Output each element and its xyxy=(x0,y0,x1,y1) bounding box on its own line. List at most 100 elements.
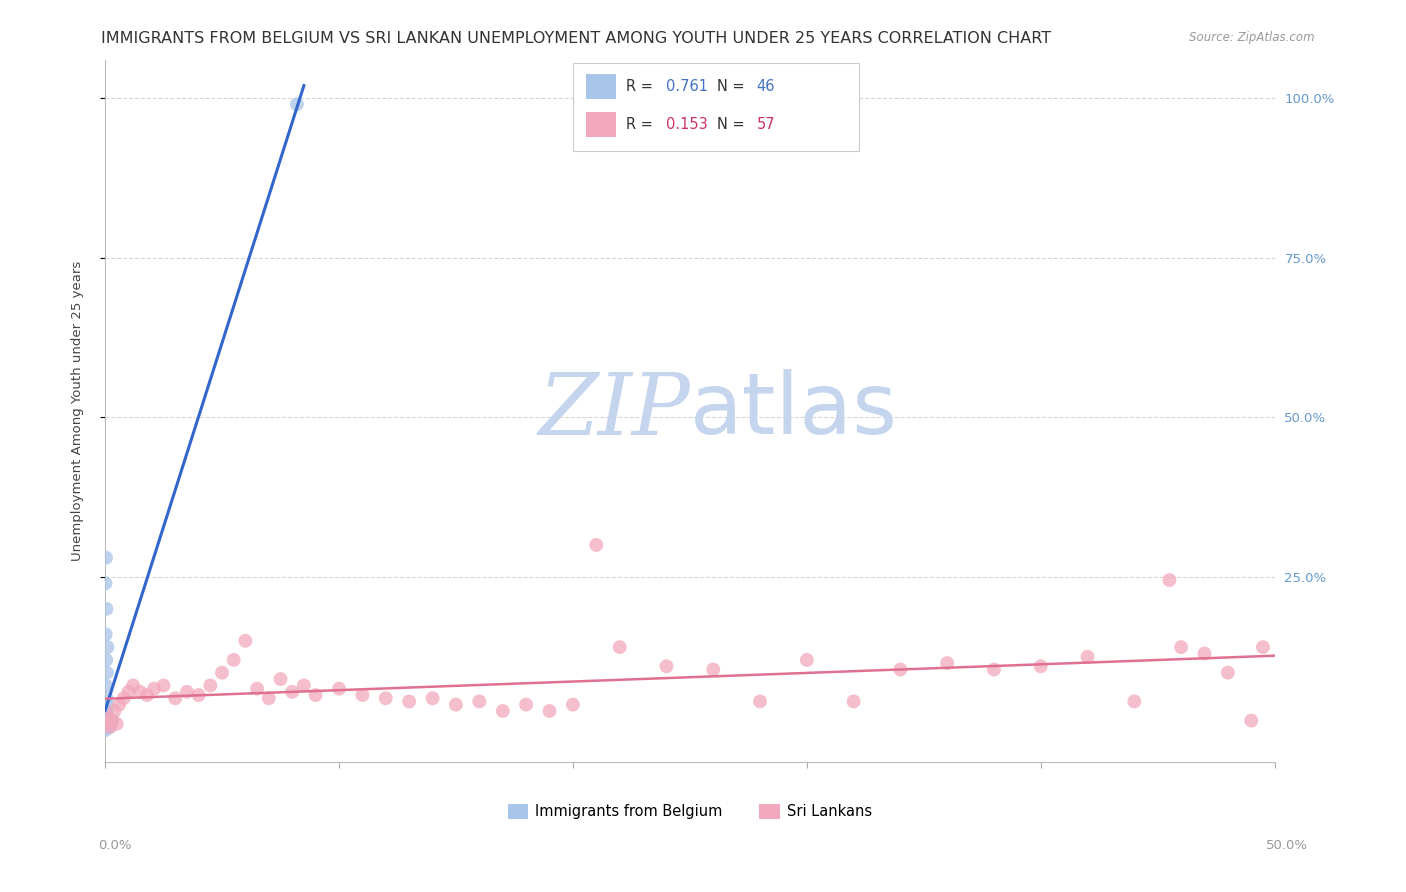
Text: 0.761: 0.761 xyxy=(666,78,709,94)
Point xyxy=(492,704,515,718)
Point xyxy=(655,659,678,673)
Point xyxy=(222,653,245,667)
Point xyxy=(96,665,118,680)
Point xyxy=(96,714,118,728)
Point xyxy=(94,716,117,731)
Point xyxy=(96,691,118,706)
Point xyxy=(842,694,865,708)
Point xyxy=(561,698,583,712)
Y-axis label: Unemployment Among Youth under 25 years: Unemployment Among Youth under 25 years xyxy=(72,260,84,561)
Point xyxy=(122,678,145,692)
Point xyxy=(98,720,121,734)
Point xyxy=(96,704,118,718)
Text: Source: ZipAtlas.com: Source: ZipAtlas.com xyxy=(1189,31,1315,45)
Point xyxy=(94,714,117,728)
FancyBboxPatch shape xyxy=(572,63,859,151)
Point xyxy=(94,576,117,591)
Point xyxy=(1029,659,1052,673)
Point xyxy=(117,685,139,699)
Point xyxy=(96,716,118,731)
Point xyxy=(98,720,121,734)
Text: N =: N = xyxy=(717,117,749,132)
Point xyxy=(398,694,420,708)
Point xyxy=(352,688,374,702)
Point xyxy=(143,681,166,696)
Text: IMMIGRANTS FROM BELGIUM VS SRI LANKAN UNEMPLOYMENT AMONG YOUTH UNDER 25 YEARS CO: IMMIGRANTS FROM BELGIUM VS SRI LANKAN UN… xyxy=(101,31,1052,46)
Text: 0.0%: 0.0% xyxy=(98,838,132,852)
Point xyxy=(983,663,1005,677)
Point xyxy=(96,716,118,731)
Text: R =: R = xyxy=(626,78,657,94)
Point xyxy=(796,653,818,667)
Point xyxy=(103,704,125,718)
Point xyxy=(515,698,537,712)
Point xyxy=(96,653,118,667)
Text: N =: N = xyxy=(717,78,749,94)
Point xyxy=(96,698,118,712)
Point xyxy=(152,678,174,692)
Point xyxy=(94,707,117,722)
Point xyxy=(936,656,959,670)
Point xyxy=(136,688,159,702)
Text: ZIP: ZIP xyxy=(538,369,690,452)
Point xyxy=(94,716,117,731)
Point xyxy=(200,678,222,692)
Point xyxy=(101,714,124,728)
Point xyxy=(94,716,117,731)
Point xyxy=(257,691,280,706)
Text: 57: 57 xyxy=(756,117,775,132)
Point xyxy=(538,704,561,718)
Point xyxy=(96,716,118,731)
Point xyxy=(94,550,117,565)
Point xyxy=(1170,640,1192,654)
Point xyxy=(281,685,304,699)
Point xyxy=(94,720,117,734)
Point xyxy=(1076,649,1098,664)
Point xyxy=(328,681,350,696)
Text: 0.153: 0.153 xyxy=(666,117,709,132)
Point xyxy=(285,97,308,112)
Point xyxy=(129,685,152,699)
Point xyxy=(1251,640,1274,654)
Point xyxy=(96,704,118,718)
Point xyxy=(422,691,444,706)
Point xyxy=(96,716,118,731)
Point xyxy=(374,691,396,706)
Point xyxy=(94,627,117,641)
Point xyxy=(96,710,118,724)
Point xyxy=(749,694,772,708)
Point xyxy=(889,663,911,677)
Point xyxy=(96,716,118,731)
Point xyxy=(94,715,117,730)
Point xyxy=(246,681,269,696)
Point xyxy=(98,716,121,731)
Text: 50.0%: 50.0% xyxy=(1265,838,1308,852)
Point xyxy=(94,714,117,728)
Point xyxy=(94,720,117,734)
Point xyxy=(1123,694,1146,708)
Point xyxy=(96,710,118,724)
Point xyxy=(101,714,124,728)
Point xyxy=(100,716,122,731)
Point xyxy=(97,720,120,734)
Point xyxy=(96,716,118,731)
Point xyxy=(609,640,631,654)
Text: atlas: atlas xyxy=(690,369,898,452)
Point xyxy=(112,691,135,706)
Point xyxy=(94,720,117,734)
Point xyxy=(585,538,607,552)
Point xyxy=(444,698,467,712)
Point xyxy=(94,718,117,732)
Point xyxy=(96,718,118,732)
Point xyxy=(292,678,315,692)
Point xyxy=(94,723,117,738)
Point xyxy=(1240,714,1263,728)
Point xyxy=(165,691,187,706)
Point xyxy=(187,688,209,702)
Point xyxy=(468,694,491,708)
Point xyxy=(94,716,117,731)
Point xyxy=(96,640,118,654)
Point xyxy=(96,602,118,616)
Point xyxy=(176,685,198,699)
Point xyxy=(97,720,120,734)
